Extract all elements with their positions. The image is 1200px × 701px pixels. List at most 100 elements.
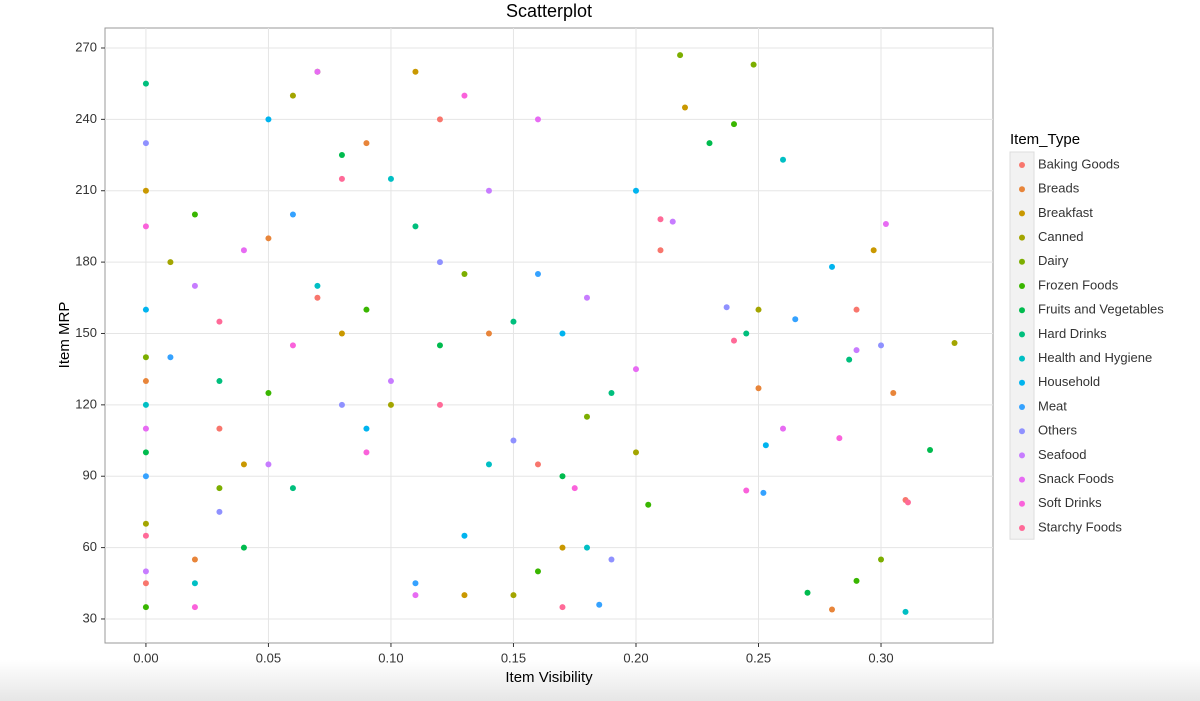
legend-label: Health and Hygiene xyxy=(1038,350,1152,365)
point xyxy=(669,218,676,225)
point xyxy=(436,116,443,123)
point xyxy=(762,442,769,449)
legend-marker xyxy=(1019,428,1025,435)
legend-label: Frozen Foods xyxy=(1038,277,1119,292)
point xyxy=(878,556,885,563)
point xyxy=(632,366,639,373)
point xyxy=(142,568,149,575)
x-tick-label: 0.25 xyxy=(746,650,771,665)
point xyxy=(571,485,578,492)
legend-marker xyxy=(1019,379,1025,386)
point xyxy=(240,461,247,468)
point xyxy=(289,485,296,492)
point xyxy=(645,501,652,508)
point xyxy=(142,449,149,456)
point xyxy=(142,354,149,361)
point xyxy=(363,140,370,147)
point xyxy=(142,532,149,539)
point xyxy=(632,449,639,456)
y-tick-label: 240 xyxy=(75,111,97,126)
point xyxy=(142,580,149,587)
point xyxy=(289,342,296,349)
point xyxy=(583,294,590,301)
legend-label: Canned xyxy=(1038,229,1084,244)
legend-label: Breads xyxy=(1038,181,1080,196)
point xyxy=(142,520,149,527)
point xyxy=(878,342,885,349)
point xyxy=(142,140,149,147)
point xyxy=(142,604,149,611)
point xyxy=(559,604,566,611)
point xyxy=(755,306,762,313)
point xyxy=(559,330,566,337)
point xyxy=(904,499,911,506)
point xyxy=(142,306,149,313)
point xyxy=(681,104,688,111)
point xyxy=(534,116,541,123)
point xyxy=(485,461,492,468)
point xyxy=(723,304,730,311)
x-tick-label: 0.00 xyxy=(133,650,158,665)
point xyxy=(338,152,345,159)
point xyxy=(743,330,750,337)
legend-marker xyxy=(1019,404,1025,410)
y-tick-label: 210 xyxy=(75,182,97,197)
x-tick-label: 0.20 xyxy=(623,650,648,665)
point xyxy=(191,282,198,289)
legend-label: Breakfast xyxy=(1038,205,1093,220)
point xyxy=(559,473,566,480)
point xyxy=(216,378,223,385)
legend-marker xyxy=(1019,355,1025,362)
point xyxy=(363,306,370,313)
legend-marker xyxy=(1019,307,1025,314)
x-tick-label: 0.05 xyxy=(256,650,281,665)
point xyxy=(142,425,149,432)
legend-label: Snack Foods xyxy=(1038,471,1114,486)
legend-marker xyxy=(1019,258,1025,265)
point xyxy=(846,356,853,363)
point xyxy=(485,187,492,194)
legend-marker xyxy=(1019,525,1025,531)
y-tick-label: 180 xyxy=(75,254,97,269)
legend-label: Baking Goods xyxy=(1038,156,1120,171)
legend-marker xyxy=(1019,162,1025,168)
legend-marker xyxy=(1019,476,1025,483)
point xyxy=(216,485,223,492)
point xyxy=(870,247,877,254)
point xyxy=(890,389,897,396)
point xyxy=(461,271,468,277)
point xyxy=(760,489,767,496)
point xyxy=(265,116,272,123)
point xyxy=(534,271,541,277)
point xyxy=(289,211,296,218)
point xyxy=(632,187,639,194)
legend-marker xyxy=(1019,500,1025,507)
point xyxy=(265,389,272,396)
point xyxy=(240,247,247,254)
y-tick-label: 60 xyxy=(83,539,97,554)
x-axis-label: Item Visibility xyxy=(505,669,593,686)
point xyxy=(142,378,149,385)
legend-marker xyxy=(1019,186,1025,193)
point xyxy=(191,211,198,218)
point xyxy=(191,604,198,611)
point xyxy=(338,330,345,337)
y-tick-label: 30 xyxy=(83,610,97,625)
x-tick-label: 0.10 xyxy=(378,650,403,665)
point xyxy=(559,544,566,551)
point xyxy=(853,347,860,354)
point xyxy=(265,235,272,242)
point xyxy=(461,92,468,99)
point xyxy=(412,580,419,587)
legend-label: Hard Drinks xyxy=(1038,326,1107,341)
point xyxy=(510,592,517,599)
point xyxy=(289,92,296,99)
legend-label: Dairy xyxy=(1038,253,1069,268)
legend-marker xyxy=(1019,283,1025,289)
point xyxy=(829,606,836,613)
point xyxy=(829,263,836,270)
footer-strip xyxy=(0,660,1200,701)
point xyxy=(743,487,750,494)
point xyxy=(314,68,321,75)
